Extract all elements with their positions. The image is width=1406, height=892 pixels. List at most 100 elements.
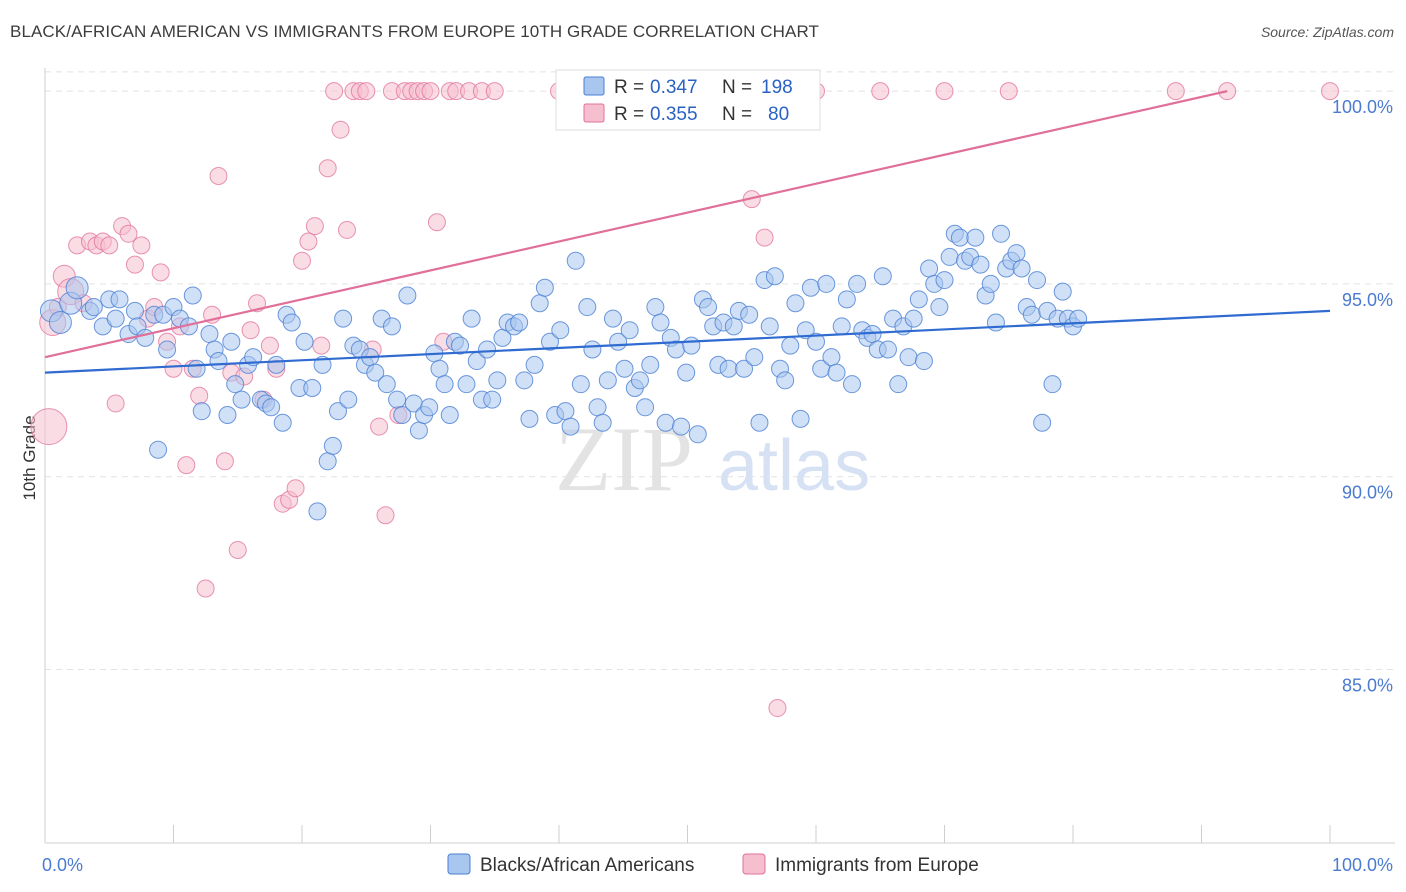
point-blacks-african-americans: [889, 375, 908, 394]
point-blacks-african-americans: [791, 409, 810, 428]
point-immigrants-from-europe: [1321, 82, 1339, 101]
point-blacks-african-americans: [765, 267, 784, 286]
point-blacks-african-americans: [308, 502, 327, 521]
point-blacks-african-americans: [966, 228, 985, 247]
point-blacks-african-americans: [451, 336, 470, 355]
point-immigrants-from-europe: [293, 251, 311, 270]
bottom-legend: Blacks/African Americans Immigrants from…: [447, 853, 979, 876]
chart-title: BLACK/AFRICAN AMERICAN VS IMMIGRANTS FRO…: [10, 22, 820, 41]
point-blacks-african-americans: [328, 402, 347, 421]
point-immigrants-from-europe: [286, 479, 305, 498]
x-tick-labels: 0.0% 100.0%: [42, 855, 1393, 875]
y-tick-labels: 85.0% 90.0% 95.0% 100.0%: [1332, 97, 1393, 695]
point-immigrants-from-europe: [209, 166, 228, 185]
point-blacks-african-americans: [571, 375, 590, 394]
watermark-atlas: atlas: [718, 426, 870, 506]
point-blacks-african-americans: [1069, 309, 1088, 328]
point-blacks-african-americans: [904, 309, 923, 328]
point-blacks-african-americans: [1007, 244, 1026, 263]
point-blacks-african-americans: [430, 359, 449, 378]
point-blacks-african-americans: [1028, 271, 1047, 290]
point-blacks-african-americans: [760, 317, 779, 336]
legend-swatch-pink: [583, 103, 605, 123]
point-immigrants-from-europe: [125, 255, 144, 274]
point-blacks-african-americans: [971, 255, 990, 274]
point-immigrants-from-europe: [151, 263, 170, 282]
point-blacks-african-americans: [200, 325, 219, 344]
point-blacks-african-americans: [515, 371, 534, 390]
point-immigrants-from-europe: [331, 120, 350, 139]
point-blacks-african-americans: [930, 298, 949, 317]
bottom-legend-label-pink: Immigrants from Europe: [775, 855, 979, 876]
x-tick-label: 100.0%: [1332, 855, 1393, 875]
legend-n-label-blue: N =: [722, 77, 752, 98]
point-blacks-african-americans: [462, 309, 481, 328]
y-tick-label: 85.0%: [1342, 675, 1393, 695]
point-blacks-african-americans: [478, 340, 497, 359]
point-blacks-african-americans: [735, 359, 754, 378]
point-immigrants-from-europe: [215, 452, 234, 471]
point-blacks-african-americans: [106, 309, 125, 328]
point-blacks-african-americans: [218, 406, 237, 425]
point-immigrants-from-europe: [196, 579, 215, 598]
point-blacks-african-americans: [598, 371, 617, 390]
point-blacks-african-americans: [382, 317, 401, 336]
point-blacks-african-americans: [393, 406, 412, 425]
point-blacks-african-americans: [740, 305, 759, 324]
point-blacks-african-americans: [630, 371, 649, 390]
point-blacks-african-americans: [699, 298, 718, 317]
point-blacks-african-americans: [267, 355, 286, 374]
point-immigrants-from-europe: [106, 394, 125, 413]
point-blacks-african-americans: [588, 398, 607, 417]
point-blacks-african-americans: [842, 375, 861, 394]
point-blacks-african-americans: [262, 398, 281, 417]
point-blacks-african-americans: [583, 340, 602, 359]
point-blacks-african-americans: [334, 309, 353, 328]
point-immigrants-from-europe: [299, 232, 318, 251]
point-immigrants-from-europe: [177, 456, 196, 475]
point-blacks-african-americans: [745, 348, 764, 367]
point-blacks-african-americans: [878, 340, 897, 359]
point-blacks-african-americans: [420, 398, 439, 417]
series-blacks-african-americans: [39, 224, 1088, 521]
point-immigrants-from-europe: [935, 82, 954, 101]
point-blacks-african-americans: [149, 440, 168, 459]
point-blacks-african-americans: [920, 259, 939, 278]
point-blacks-african-americans: [940, 247, 959, 266]
point-blacks-african-americans: [986, 313, 1005, 332]
point-immigrants-from-europe: [768, 699, 787, 718]
point-immigrants-from-europe: [260, 336, 279, 355]
legend-r-label-blue: R =: [614, 77, 644, 98]
point-blacks-african-americans: [992, 224, 1011, 243]
point-blacks-african-americans: [125, 301, 144, 320]
legend: R = 0.347 N = 198 R = 0.355 N = 80: [555, 69, 821, 131]
point-blacks-african-americans: [786, 294, 805, 313]
point-blacks-african-americans: [817, 274, 836, 293]
point-blacks-african-americans: [848, 274, 867, 293]
point-blacks-african-americans: [435, 375, 454, 394]
point-blacks-african-americans: [1033, 413, 1052, 432]
point-immigrants-from-europe: [312, 336, 331, 355]
point-blacks-african-americans: [776, 371, 795, 390]
point-blacks-african-americans: [158, 340, 177, 359]
point-blacks-african-americans: [530, 294, 549, 313]
legend-n-value-blue: 198: [761, 77, 793, 98]
point-immigrants-from-europe: [100, 236, 119, 255]
trend-line-blacks-african-americans: [44, 309, 1331, 374]
legend-r-value-blue: 0.347: [650, 77, 698, 98]
point-immigrants-from-europe: [325, 82, 344, 101]
point-blacks-african-americans: [192, 402, 211, 421]
point-blacks-african-americans: [295, 332, 314, 351]
point-blacks-african-americans: [807, 332, 825, 351]
point-blacks-african-americans: [535, 278, 554, 297]
point-blacks-african-americans: [641, 355, 660, 374]
y-tick-label: 90.0%: [1342, 483, 1393, 503]
point-immigrants-from-europe: [318, 159, 337, 178]
trend-line-immigrants-from-europe: [44, 90, 1228, 359]
point-blacks-african-americans: [339, 390, 358, 409]
point-immigrants-from-europe: [190, 386, 209, 405]
point-blacks-african-americans: [682, 336, 701, 355]
x-tick-label: 0.0%: [42, 855, 83, 875]
point-blacks-african-americans: [510, 313, 529, 332]
